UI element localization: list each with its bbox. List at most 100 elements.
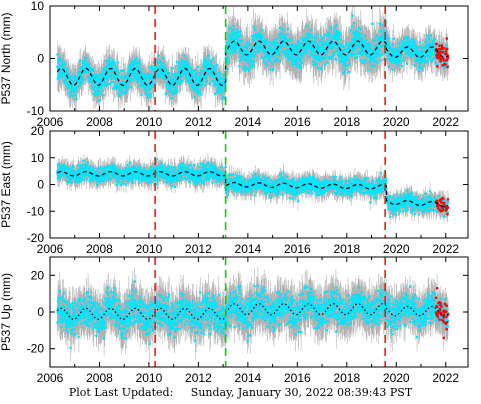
data-point: [63, 168, 67, 171]
data-point: [149, 95, 153, 98]
data-point: [335, 180, 338, 184]
data-point: [300, 188, 303, 192]
data-point: [405, 62, 409, 65]
data-point: [56, 53, 59, 56]
data-point: [352, 178, 355, 182]
y-tick-label: 10: [31, 151, 45, 165]
data-point: [116, 60, 119, 64]
data-point: [270, 62, 274, 65]
data-point: [228, 177, 232, 181]
data-point: [360, 59, 363, 62]
data-point: [97, 92, 100, 96]
data-point: [246, 61, 250, 65]
data-point: [195, 180, 199, 184]
data-point: [175, 60, 179, 63]
data-point: [112, 61, 116, 65]
data-point: [444, 44, 448, 48]
x-tick-label: 2016: [284, 115, 311, 129]
data-point: [238, 59, 242, 63]
data-point: [433, 37, 437, 41]
data-point: [171, 170, 174, 173]
data-point: [67, 311, 71, 314]
data-point: [87, 63, 90, 67]
data-point: [255, 187, 259, 191]
data-point: [393, 61, 396, 64]
data-point: [355, 55, 359, 59]
data-point: [137, 181, 141, 185]
data-point: [188, 180, 191, 184]
data-point: [204, 76, 208, 80]
data-point: [264, 62, 268, 65]
data-point: [214, 180, 218, 184]
data-point: [207, 54, 211, 58]
data-point: [422, 197, 426, 201]
data-point: [113, 64, 116, 67]
data-point: [254, 172, 257, 176]
data-point: [225, 67, 229, 71]
data-point: [418, 45, 422, 49]
data-point: [435, 42, 438, 46]
data-point: [224, 165, 227, 169]
data-point: [313, 178, 316, 181]
data-point: [142, 167, 146, 170]
y-tick-label: 20: [31, 124, 45, 138]
data-point: [127, 76, 131, 80]
data-point: [274, 179, 277, 182]
data-point: [88, 77, 91, 81]
y-tick-label: 0: [37, 52, 44, 66]
data-point: [397, 60, 401, 64]
data-point: [178, 61, 182, 65]
model-fit-line: [57, 171, 449, 208]
data-point: [284, 188, 288, 192]
panel-0: 2006 2008 2010 2012 2014 2016 2018 2020 2022-100…: [0, 0, 469, 129]
data-point: [326, 55, 329, 58]
data-point: [446, 212, 449, 216]
data-point: [361, 50, 364, 54]
data-point: [84, 56, 87, 60]
data-point: [444, 49, 448, 53]
data-point: [105, 59, 108, 63]
data-point: [98, 98, 102, 102]
data-point: [201, 69, 205, 73]
data-point: [227, 58, 230, 61]
data-point: [100, 84, 104, 88]
data-point: [307, 191, 311, 195]
data-point: [333, 178, 337, 182]
data-point: [245, 190, 248, 194]
data-point: [355, 186, 358, 190]
data-point: [305, 24, 309, 28]
data-point: [412, 38, 415, 42]
data-point: [91, 67, 94, 71]
data-point: [245, 59, 248, 63]
data-point: [396, 53, 399, 57]
data-point: [101, 75, 105, 78]
data-point: [91, 81, 94, 85]
data-point: [306, 36, 310, 40]
data-point: [125, 167, 128, 170]
data-point: [71, 305, 75, 308]
recent-observations: [434, 37, 450, 69]
data-point: [305, 51, 308, 55]
data-point: [174, 76, 177, 80]
data-point: [363, 41, 367, 45]
data-point: [80, 176, 84, 180]
observations: [56, 157, 450, 219]
data-point: [282, 42, 285, 46]
data-point: [359, 32, 363, 36]
data-point: [335, 31, 339, 35]
data-point: [391, 43, 395, 46]
data-point: [436, 200, 439, 204]
data-point: [87, 80, 91, 83]
data-point: [90, 165, 93, 169]
data-point: [384, 180, 388, 183]
data-point: [253, 194, 256, 197]
x-tick-label: 2006: [37, 242, 64, 256]
data-point: [190, 168, 194, 171]
data-point: [184, 71, 187, 75]
data-point: [288, 196, 292, 200]
data-point: [354, 48, 358, 51]
data-point: [356, 52, 359, 55]
data-point: [428, 42, 432, 46]
data-point: [402, 59, 405, 62]
